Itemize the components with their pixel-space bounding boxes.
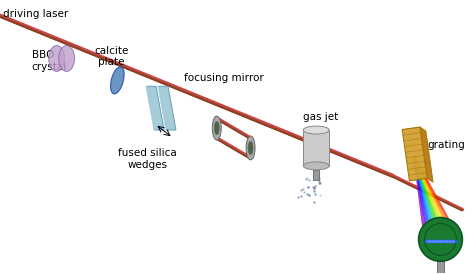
Bar bbox=[303, 130, 329, 166]
Text: gas jet: gas jet bbox=[303, 112, 338, 122]
Polygon shape bbox=[420, 127, 433, 182]
Ellipse shape bbox=[303, 162, 329, 170]
Circle shape bbox=[419, 218, 462, 261]
Ellipse shape bbox=[248, 141, 253, 155]
Bar bbox=[437, 261, 445, 273]
Ellipse shape bbox=[49, 45, 64, 71]
Text: focusing mirror: focusing mirror bbox=[184, 73, 264, 83]
Polygon shape bbox=[402, 127, 427, 181]
Polygon shape bbox=[158, 86, 176, 130]
Polygon shape bbox=[146, 86, 164, 130]
Text: fused silica
wedges: fused silica wedges bbox=[118, 148, 176, 170]
Text: calcite
plate: calcite plate bbox=[94, 45, 128, 67]
Text: driving laser: driving laser bbox=[3, 9, 68, 19]
Ellipse shape bbox=[212, 116, 221, 140]
Text: grating: grating bbox=[428, 140, 465, 150]
Text: BBO
crystal: BBO crystal bbox=[32, 50, 67, 72]
Bar bbox=[313, 170, 319, 180]
Ellipse shape bbox=[110, 67, 124, 94]
Ellipse shape bbox=[303, 126, 329, 134]
Ellipse shape bbox=[214, 121, 219, 135]
Ellipse shape bbox=[246, 136, 255, 160]
Ellipse shape bbox=[59, 45, 74, 71]
Text: MCP: MCP bbox=[425, 246, 447, 256]
